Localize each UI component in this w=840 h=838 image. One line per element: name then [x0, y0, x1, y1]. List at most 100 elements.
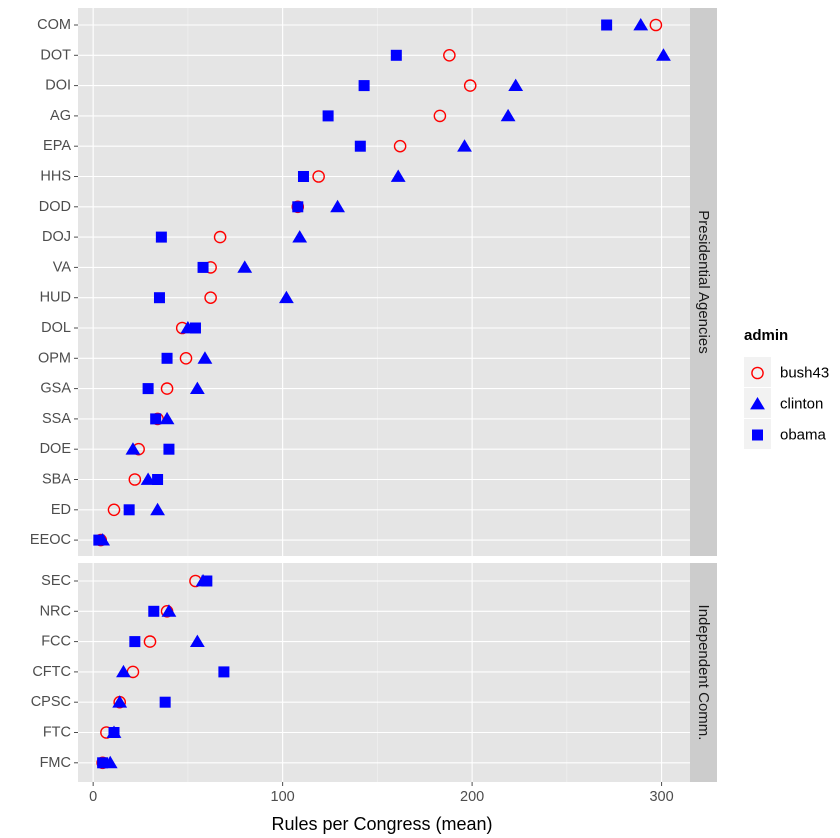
point-bush43-opm	[179, 351, 193, 365]
y-tick-label: AG	[50, 108, 71, 124]
legend-title: admin	[744, 327, 788, 344]
point-obama-fcc	[129, 636, 141, 648]
point-obama-sba	[152, 474, 164, 485]
y-tick-label: EEOC	[30, 532, 71, 548]
legend-key-background	[744, 357, 771, 387]
point-obama-gsa	[142, 383, 154, 395]
point-clinton-sba	[140, 472, 156, 485]
point-clinton-cpsc	[112, 695, 128, 708]
panel-background	[78, 8, 690, 556]
point-obama-hud	[153, 292, 165, 304]
point-obama-fmc	[97, 757, 109, 769]
y-tick-label: DOL	[41, 320, 71, 336]
y-tick-label: SBA	[42, 472, 71, 488]
point-obama-nrc	[148, 605, 160, 617]
legend-item-bush43: bush43	[744, 357, 829, 387]
point-clinton-dot	[656, 48, 671, 61]
point-clinton-com	[633, 18, 649, 31]
y-tick-label: FMC	[40, 755, 71, 771]
point-clinton-gsa	[189, 381, 205, 394]
point-obama-dol	[189, 322, 201, 334]
point-bush43-doi	[463, 79, 477, 92]
y-tick-label: NRC	[40, 603, 71, 619]
point-obama-opm	[161, 352, 173, 364]
point-obama-doe	[163, 443, 175, 455]
y-tick-label: EPA	[43, 138, 71, 154]
x-tick-label: 0	[89, 789, 97, 805]
y-tick-label: SEC	[41, 573, 71, 589]
y-tick-label: SSA	[42, 411, 71, 427]
point-obama-cpsc	[159, 696, 171, 708]
point-bush43-hud	[204, 291, 217, 305]
point-obama-ed	[123, 504, 135, 516]
point-bush43-hhs	[312, 170, 325, 183]
y-tick-label: COM	[37, 17, 71, 33]
point-clinton-opm	[197, 351, 213, 364]
y-tick-label: FCC	[41, 634, 71, 650]
point-clinton-dod	[330, 199, 345, 213]
facet-strip-label: Presidential Agencies	[695, 210, 712, 353]
point-clinton-hhs	[390, 169, 406, 182]
y-tick-label: CFTC	[32, 664, 71, 680]
y-tick-label: DOD	[39, 199, 71, 215]
point-bush43-fcc	[143, 635, 157, 648]
point-bush43-epa	[393, 139, 407, 153]
point-clinton-cftc	[116, 664, 131, 678]
legend-marker-clinton	[750, 397, 765, 410]
y-tick-label: DOI	[45, 78, 71, 94]
legend-label-clinton: clinton	[780, 396, 823, 413]
point-obama-doi	[358, 80, 370, 92]
x-tick-label: 200	[460, 789, 484, 805]
points-layer	[93, 18, 671, 770]
point-obama-ssa	[150, 413, 162, 425]
point-clinton-fcc	[189, 634, 205, 647]
y-tick-label: DOE	[40, 441, 72, 457]
point-clinton-epa	[457, 139, 472, 152]
point-clinton-nrc	[161, 604, 177, 617]
point-clinton-ed	[150, 502, 165, 516]
point-clinton-va	[237, 260, 253, 273]
y-tick-label: CPSC	[31, 694, 71, 710]
point-bush43-gsa	[160, 382, 174, 395]
point-bush43-dod	[291, 200, 305, 214]
legend-label-obama: obama	[780, 427, 827, 444]
legend-marker-bush43	[751, 366, 764, 380]
legend: admin bush43 clinton obama	[744, 327, 829, 449]
point-clinton-doe	[125, 442, 141, 455]
axis-layer: COM DOT DOI AG EPA HHS DOD DOJ VA HUD DOL OPM GSA SSA…	[30, 17, 674, 805]
point-clinton-hud	[279, 290, 294, 304]
y-tick-label: HHS	[40, 169, 71, 185]
point-obama-sec	[201, 575, 213, 587]
point-obama-ag	[322, 110, 334, 122]
legend-item-obama: obama	[744, 419, 827, 449]
facet-panel: Independent Comm.	[78, 563, 717, 782]
y-tick-label: DOJ	[42, 229, 71, 245]
panel-background	[78, 563, 690, 782]
x-tick-label: 100	[271, 789, 295, 805]
y-tick-label: VA	[53, 259, 72, 275]
point-obama-ftc	[108, 727, 120, 738]
panels-layer: Presidential Agencies Independent Comm.	[78, 8, 717, 782]
x-axis-title: Rules per Congress (mean)	[271, 814, 492, 834]
point-bush43-sba	[128, 473, 142, 486]
point-obama-va	[197, 261, 209, 273]
point-clinton-doi	[508, 78, 524, 91]
y-tick-label: OPM	[38, 350, 71, 366]
y-tick-label: FTC	[43, 725, 71, 741]
y-tick-label: DOT	[40, 47, 71, 63]
point-obama-com	[601, 19, 613, 31]
point-obama-dot	[390, 49, 402, 61]
legend-item-clinton: clinton	[744, 388, 823, 418]
facet-panel: Presidential Agencies	[78, 8, 717, 556]
facet-strip-label: Independent Comm.	[695, 605, 712, 741]
point-bush43-ed	[107, 503, 121, 517]
point-bush43-dot	[443, 49, 456, 62]
point-obama-cftc	[218, 666, 230, 678]
point-obama-epa	[354, 140, 366, 152]
point-obama-eeoc	[93, 534, 105, 546]
point-bush43-com	[649, 18, 663, 32]
facet-strip	[690, 563, 717, 782]
point-clinton-ssa	[159, 411, 175, 425]
point-bush43-ag	[433, 109, 447, 123]
facet-strip	[690, 8, 717, 556]
